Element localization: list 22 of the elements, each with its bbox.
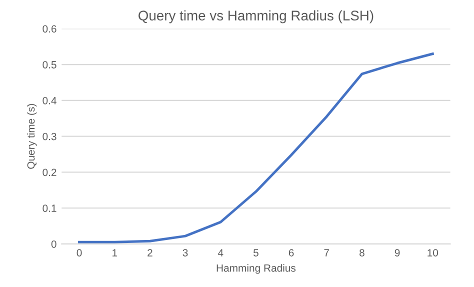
x-tick-label: 7	[324, 249, 330, 256]
chart-title: Query time vs Hamming Radius (LSH)	[138, 10, 374, 24]
line-series	[78, 52, 434, 244]
x-tick-label: 8	[360, 249, 364, 256]
y-tick-label: 0.3	[42, 132, 56, 140]
y-tick-label: 0.1	[42, 204, 56, 212]
x-tick-label: 4	[218, 249, 224, 256]
x-axis-title: Hamming Radius	[216, 264, 296, 274]
y-tick-label: 0.6	[42, 25, 56, 33]
y-tick-label: 0.2	[42, 168, 56, 176]
x-tick-label: 5	[253, 249, 258, 256]
x-tick-label: 10	[428, 249, 438, 256]
y-tick-label: 0.4	[42, 96, 56, 104]
x-tick-label: 1	[112, 249, 118, 256]
x-tick-label: 9	[394, 249, 400, 256]
y-tick-label: 0.5	[42, 61, 56, 68]
x-tick-label: 6	[288, 249, 294, 256]
x-tick-label: 0	[76, 249, 82, 256]
y-axis-title: Query time (s)	[27, 104, 37, 169]
y-tick-label: 0	[51, 240, 56, 248]
x-tick-label: 3	[182, 249, 188, 256]
x-tick-label: 2	[148, 249, 152, 256]
